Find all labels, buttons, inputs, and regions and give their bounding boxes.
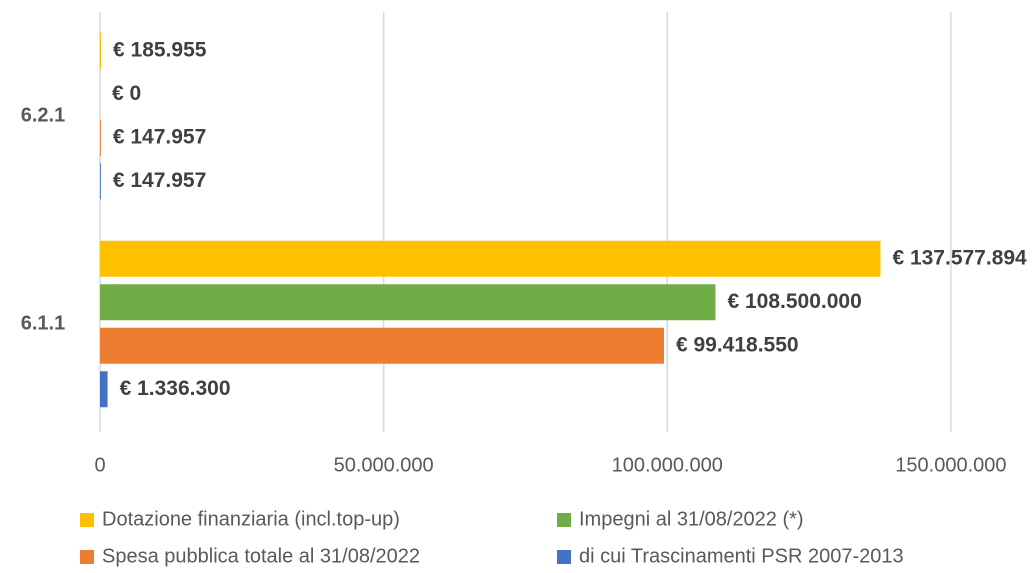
x-tick-label: 0 [94,454,105,476]
legend-label: di cui Trascinamenti PSR 2007-2013 [579,545,904,567]
legend-label: Impegni al 31/08/2022 (*) [579,508,804,530]
bar [100,32,102,69]
legend-swatch [80,550,94,564]
bar [100,163,101,200]
legend-label: Dotazione finanziaria (incl.top-up) [102,508,400,530]
bar [100,240,881,277]
value-label: € 1.336.300 [120,377,231,400]
category-label: 6.2.1 [21,104,65,126]
value-label: € 147.957 [113,169,206,192]
bar [100,327,664,364]
legend-label: Spesa pubblica totale al 31/08/2022 [102,545,420,567]
legend-swatch [557,550,571,564]
value-label: € 0 [112,82,141,105]
value-label: € 147.957 [113,125,206,148]
value-label: € 99.418.550 [676,333,799,356]
x-tick-label: 100.000.000 [612,454,723,476]
legend-swatch [557,513,571,527]
bar [100,119,101,156]
x-tick-label: 50.000.000 [334,454,434,476]
category-label: 6.1.1 [21,312,65,334]
bar [100,371,108,408]
legend-swatch [80,513,94,527]
x-tick-label: 150.000.000 [895,454,1006,476]
value-label: € 108.500.000 [727,290,861,313]
bar [100,284,716,321]
value-label: € 137.577.894 [892,246,1027,269]
value-label: € 185.955 [113,38,207,61]
